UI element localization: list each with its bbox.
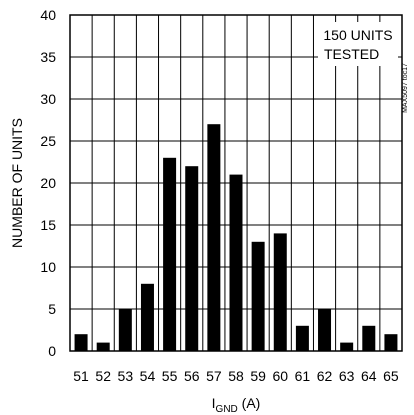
bar-54 (140, 283, 154, 351)
x-tick-label: 53 (118, 368, 134, 384)
x-axis-label: IGND (A) (212, 395, 261, 415)
bar-51 (74, 334, 88, 351)
plot-frame (69, 14, 403, 352)
bar-56 (185, 166, 199, 351)
x-tick-label: 56 (184, 368, 200, 384)
x-tick-label: 57 (206, 368, 222, 384)
x-tick-label: 51 (73, 368, 89, 384)
chart-watermark: MAX5097 toc17 (402, 63, 409, 113)
x-tick-label: 59 (250, 368, 266, 384)
y-axis-label: NUMBER OF UNITS (9, 118, 25, 248)
x-tick-label: 61 (295, 368, 311, 384)
y-tick-label: 25 (40, 133, 56, 149)
bar-52 (96, 342, 110, 351)
bar-55 (163, 157, 177, 351)
x-tick-label: 63 (339, 368, 355, 384)
bar-58 (229, 174, 243, 351)
bar-60 (273, 233, 287, 351)
bar-63 (340, 342, 354, 351)
annotation-line-1: 150 UNITS (323, 27, 392, 43)
y-tick-label: 20 (40, 175, 56, 191)
y-tick-labels: 0 5 10 15 20 25 30 35 40 (40, 7, 56, 359)
y-tick-label: 30 (40, 91, 56, 107)
x-tick-label: 54 (140, 368, 156, 384)
y-tick-label: 5 (48, 301, 56, 317)
x-tick-label: 60 (272, 368, 288, 384)
bar-64 (362, 325, 376, 351)
x-axis-label-subscript: GND (216, 404, 238, 415)
x-tick-label: 64 (361, 368, 377, 384)
bar-57 (207, 124, 221, 351)
y-tick-label: 10 (40, 259, 56, 275)
annotation-line-2: TESTED (324, 46, 379, 62)
x-tick-label: 55 (162, 368, 178, 384)
bar-53 (118, 309, 132, 351)
bar-61 (295, 325, 309, 351)
x-axis-label-main: I (212, 395, 216, 411)
bar-59 (251, 241, 265, 351)
x-tick-label: 52 (95, 368, 111, 384)
y-tick-label: 15 (40, 217, 56, 233)
annotation-background (318, 22, 398, 66)
x-tick-label: 62 (317, 368, 333, 384)
bar-65 (384, 334, 398, 351)
x-tick-label: 65 (383, 368, 399, 384)
bar-62 (318, 309, 332, 351)
x-tick-labels: 51 52 53 54 55 56 57 58 59 60 61 62 63 64 65 (73, 368, 399, 384)
x-tick-label: 58 (228, 368, 244, 384)
bar-series (74, 124, 398, 351)
y-tick-label: 40 (40, 7, 56, 23)
y-tick-label: 0 (48, 343, 56, 359)
y-tick-label: 35 (40, 49, 56, 65)
x-axis-label-unit: (A) (238, 395, 261, 411)
